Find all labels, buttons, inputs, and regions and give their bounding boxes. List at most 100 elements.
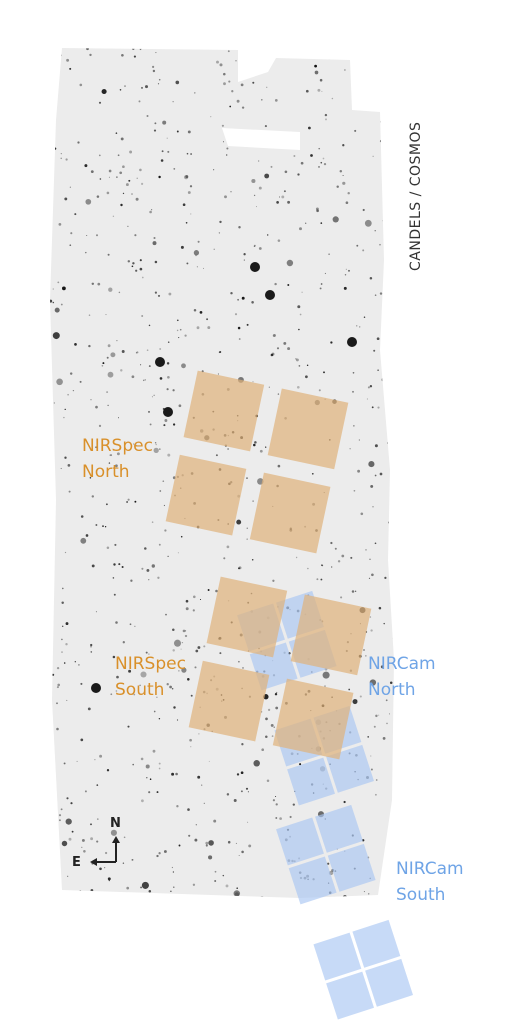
field-source	[238, 854, 240, 857]
field-source	[120, 137, 124, 141]
field-source	[335, 53, 338, 56]
field-source	[241, 106, 245, 109]
field-source	[156, 854, 159, 858]
field-source	[246, 323, 249, 326]
field-source	[139, 259, 142, 262]
field-source	[98, 424, 102, 428]
field-source	[328, 57, 331, 60]
field-source	[179, 328, 182, 331]
nirspec-south-quadrant-2	[290, 594, 372, 676]
field-source	[74, 343, 77, 346]
field-source	[132, 443, 135, 445]
field-source	[367, 893, 370, 895]
field-source	[287, 347, 291, 351]
field-source	[176, 719, 179, 721]
field-source	[64, 551, 67, 554]
field-source	[378, 714, 380, 716]
field-source	[85, 251, 87, 254]
field-source	[172, 101, 174, 103]
field-source	[153, 447, 159, 454]
field-source	[275, 817, 278, 819]
field-source	[115, 621, 118, 624]
field-source	[107, 253, 110, 256]
field-source	[228, 80, 231, 83]
field-source	[359, 326, 361, 328]
field-source	[283, 341, 287, 345]
field-source	[305, 222, 307, 224]
field-source	[356, 325, 358, 327]
field-source	[129, 623, 132, 626]
field-source	[153, 394, 155, 396]
field-source	[107, 404, 109, 407]
field-source	[187, 191, 191, 194]
field-source	[298, 328, 300, 331]
field-source	[266, 779, 270, 782]
field-source	[57, 281, 60, 284]
field-source	[210, 116, 212, 118]
field-source	[320, 161, 323, 164]
field-source	[234, 313, 238, 316]
field-source	[57, 889, 60, 892]
field-source	[180, 535, 183, 538]
field-source	[390, 549, 394, 552]
field-source	[61, 601, 64, 605]
field-source	[261, 99, 263, 101]
field-source	[324, 272, 326, 275]
field-source	[58, 223, 62, 226]
field-source	[162, 120, 167, 125]
nirspec-south-label-line-1: NIRSpec	[115, 654, 186, 674]
field-source	[114, 543, 117, 546]
field-source	[90, 651, 93, 653]
field-source	[96, 784, 99, 786]
field-source	[119, 171, 123, 175]
nircam-south-module-b3	[326, 971, 374, 1020]
field-source	[139, 168, 142, 172]
field-source	[169, 685, 172, 689]
field-source	[117, 417, 120, 419]
field-source	[52, 332, 60, 340]
field-source	[90, 643, 93, 647]
field-source	[359, 695, 362, 698]
field-source	[65, 818, 72, 825]
field-source	[208, 760, 210, 762]
field-source	[164, 894, 168, 897]
field-source	[360, 512, 364, 516]
field-source	[331, 97, 334, 100]
field-source	[379, 292, 383, 295]
field-source	[264, 50, 268, 54]
field-source	[348, 269, 350, 272]
field-source	[56, 378, 63, 386]
field-source	[188, 834, 191, 837]
field-source	[157, 294, 161, 297]
nircam-south-module-b4	[365, 958, 413, 1007]
field-source	[240, 790, 243, 793]
field-source	[384, 890, 388, 894]
bright-star	[155, 357, 165, 367]
field-source	[330, 541, 333, 545]
field-source	[237, 298, 239, 301]
field-source	[241, 296, 245, 300]
nirspec-north-quadrant-2	[267, 388, 349, 470]
field-source	[173, 639, 182, 647]
field-source	[268, 386, 270, 388]
field-source	[158, 543, 161, 546]
field-source	[116, 452, 120, 456]
field-source	[208, 840, 214, 846]
field-source	[85, 198, 92, 205]
field-source	[61, 840, 68, 847]
field-source	[54, 147, 57, 150]
field-source	[236, 519, 242, 525]
field-source	[370, 768, 373, 771]
field-source	[374, 542, 377, 545]
field-source	[118, 291, 121, 294]
field-source	[190, 694, 193, 697]
field-source	[186, 262, 189, 265]
field-source	[255, 902, 257, 904]
field-source	[99, 178, 102, 180]
field-source	[248, 844, 252, 848]
field-source	[379, 243, 381, 246]
field-source	[379, 472, 383, 476]
field-source	[181, 363, 186, 369]
field-source	[369, 277, 373, 280]
